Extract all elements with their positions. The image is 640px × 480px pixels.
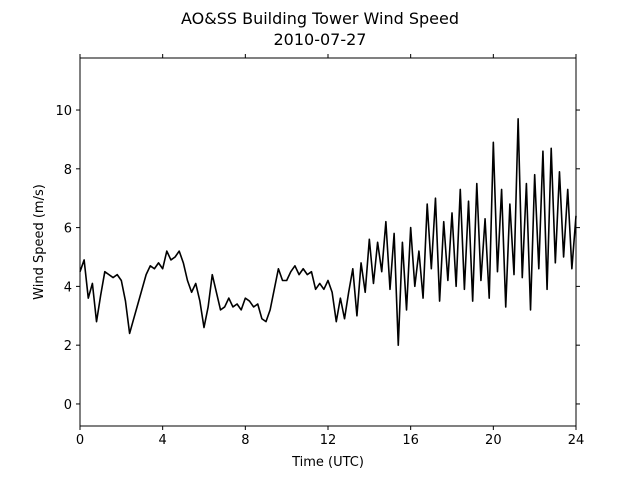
y-tick-label: 6 — [64, 222, 72, 237]
x-axis-label: Time (UTC) — [291, 455, 364, 470]
x-tick-label: 24 — [568, 433, 585, 448]
y-tick-label: 10 — [55, 104, 72, 119]
x-tick-label: 8 — [241, 433, 249, 448]
x-tick-label: 0 — [76, 433, 84, 448]
x-tick-label: 20 — [485, 433, 502, 448]
y-axis-label: Wind Speed (m/s) — [32, 184, 47, 300]
line — [79, 118, 577, 346]
x-tick-label: 16 — [402, 433, 419, 448]
y-tick-label: 0 — [64, 398, 72, 413]
y-tick-label: 8 — [64, 163, 72, 178]
plot-frame — [79, 57, 577, 427]
x-tick-label: 4 — [159, 433, 167, 448]
y-tick-label: 4 — [64, 280, 72, 295]
x-tick-label: 12 — [320, 433, 337, 448]
y-tick-label: 2 — [64, 339, 72, 354]
chart-title: AO&SS Building Tower Wind Speed — [181, 9, 459, 28]
chart-subtitle: 2010-07-27 — [274, 30, 367, 49]
